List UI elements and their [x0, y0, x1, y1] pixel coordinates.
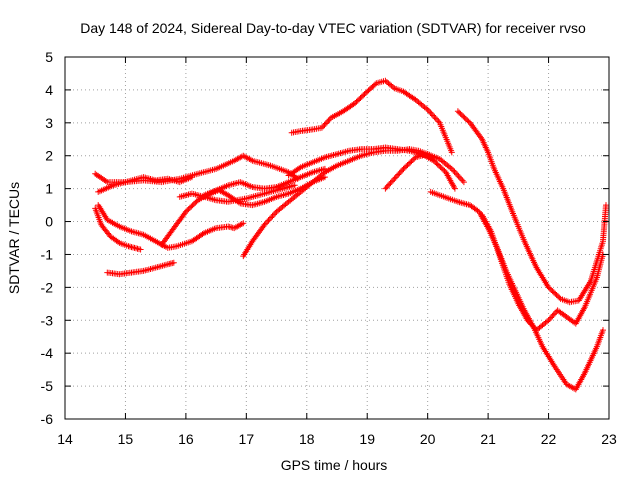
y-tick-label: -5 — [41, 378, 54, 394]
grid — [65, 57, 609, 419]
y-tick-label: 3 — [45, 115, 53, 131]
series-s12 — [382, 151, 467, 192]
series-s11 — [288, 77, 455, 156]
series-s4 — [92, 152, 301, 186]
series-markers — [454, 108, 609, 306]
x-axis-label: GPS time / hours — [281, 457, 388, 473]
y-tick-label: 4 — [45, 82, 53, 98]
x-tick-label: 14 — [57, 431, 73, 447]
series-markers — [382, 151, 467, 192]
series-markers — [104, 259, 177, 278]
x-tick-label: 18 — [299, 431, 315, 447]
x-tick-label: 15 — [118, 431, 134, 447]
x-tick-label: 16 — [178, 431, 194, 447]
series-markers — [285, 144, 458, 192]
y-tick-label: 1 — [45, 181, 53, 197]
series-markers — [288, 77, 455, 156]
series-s8 — [201, 165, 328, 199]
x-tick-label: 22 — [541, 431, 557, 447]
series-markers — [92, 152, 301, 186]
y-axis-label: SDTVAR / TECUs — [6, 182, 22, 294]
plot-frame — [64, 56, 610, 420]
series-s2 — [92, 205, 144, 253]
y-tick-label: 0 — [45, 214, 53, 230]
y-tick-label: 2 — [45, 148, 53, 164]
x-tick-label: 20 — [420, 431, 436, 447]
series-markers — [479, 212, 606, 334]
series-s14 — [454, 108, 609, 306]
series-s5 — [104, 259, 177, 278]
x-tick-label: 17 — [239, 431, 255, 447]
y-tick-label: -1 — [41, 246, 54, 262]
x-tick-label: 21 — [480, 431, 496, 447]
y-tick-label: -2 — [41, 279, 54, 295]
series-markers — [201, 165, 328, 199]
y-tick-label: 5 — [45, 49, 53, 65]
y-tick-label: -4 — [41, 345, 54, 361]
x-tick-label: 19 — [359, 431, 375, 447]
y-tick-label: -6 — [41, 411, 54, 427]
series-markers — [92, 205, 144, 253]
series-s15 — [479, 212, 606, 334]
chart-title: Day 148 of 2024, Sidereal Day-to-day VTE… — [80, 20, 586, 36]
y-tick-label: -3 — [41, 312, 54, 328]
series-s10 — [285, 144, 458, 192]
series-group — [92, 77, 609, 393]
x-tick-label: 23 — [601, 431, 617, 447]
